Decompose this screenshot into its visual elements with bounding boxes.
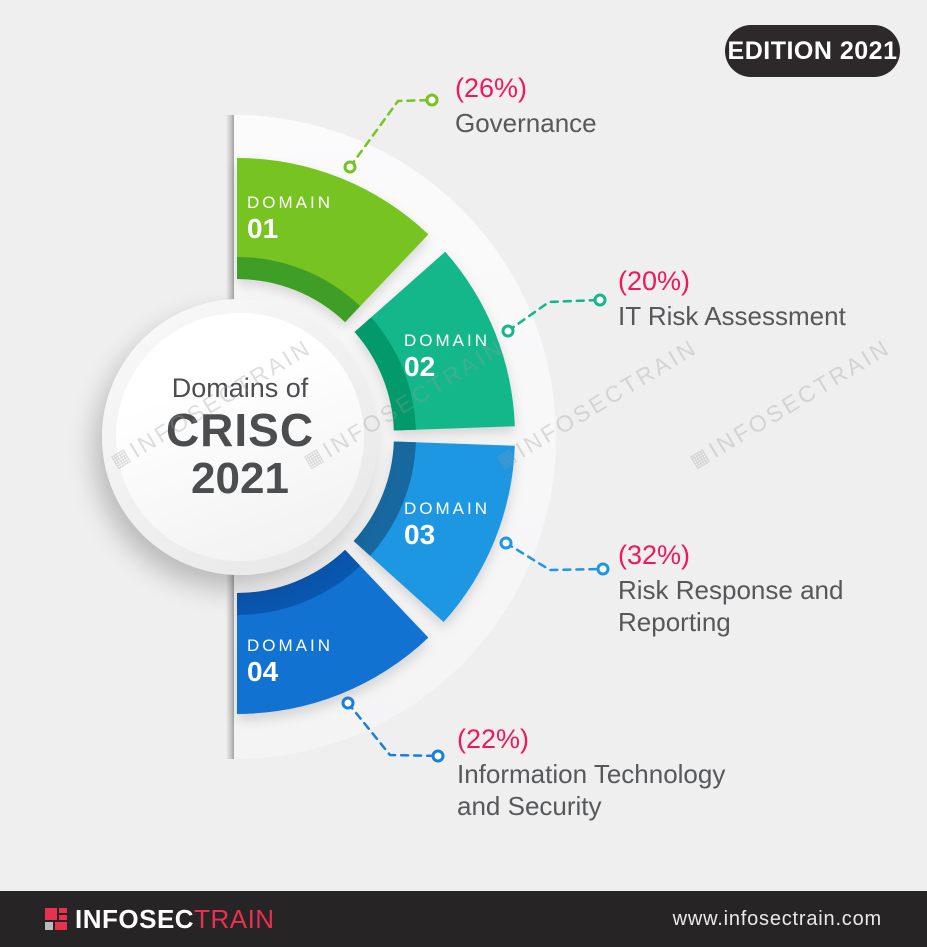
- domain-04-label: DOMAIN 04: [247, 636, 333, 687]
- callout-risk-response-reporting: (32%) Risk Response and Reporting: [618, 540, 843, 638]
- domain-number: 01: [247, 213, 279, 244]
- segment-03-inner-band: [353, 441, 416, 556]
- domain-number: 02: [404, 351, 436, 382]
- leader-dot-02: [501, 324, 515, 338]
- center-title-line2: CRISC: [165, 404, 315, 456]
- percent-label: (22%): [457, 724, 530, 754]
- infosectrain-logo: INFOSECTRAIN: [45, 904, 275, 935]
- percent-label: (32%): [618, 540, 691, 570]
- center-circle: Domains of CRISC 2021: [102, 299, 378, 575]
- leader-dot-02: [593, 293, 607, 307]
- leader-line-02: [506, 298, 602, 333]
- center-title-line1: Domains of: [171, 373, 309, 403]
- callout-governance: (26%) Governance: [455, 73, 597, 139]
- domain-02-label: DOMAIN 02: [404, 331, 490, 382]
- leader-dot-03: [596, 562, 610, 576]
- domain-word: DOMAIN: [247, 636, 333, 655]
- center-circle-inner: Domains of CRISC 2021: [116, 313, 364, 561]
- logo-train: TRAIN: [194, 903, 275, 934]
- callout-information-technology-security: (22%) Information Technology and Securit…: [457, 724, 725, 822]
- domain-word: DOMAIN: [404, 499, 490, 518]
- segment-01-inner-band: [237, 257, 361, 323]
- infosectrain-logo-text: INFOSECTRAIN: [75, 904, 275, 935]
- percent-label: (26%): [455, 73, 528, 103]
- leader-line-03: [504, 541, 605, 572]
- center-title-line3: 2021: [191, 454, 289, 503]
- domain-number: 04: [247, 656, 279, 687]
- leader-line-04: [346, 701, 440, 758]
- segment-02-inner-band: [354, 317, 416, 431]
- infosectrain-grid-icon: [45, 908, 67, 930]
- segment-04-inner-band: [237, 549, 361, 615]
- leader-dot-01: [425, 93, 439, 107]
- domain-01-label: DOMAIN 01: [247, 193, 333, 244]
- leader-dot-04: [341, 696, 355, 710]
- callout-it-risk-assessment: (20%) IT Risk Assessment: [618, 266, 846, 332]
- domain-name: IT Risk Assessment: [618, 301, 846, 331]
- domain-name: Information Technology and Security: [457, 759, 726, 821]
- footer-bar: INFOSECTRAIN www.infosectrain.com: [0, 891, 927, 947]
- leader-dot-03: [499, 536, 513, 550]
- domain-name: Governance: [455, 108, 597, 138]
- domain-number: 03: [404, 519, 436, 550]
- domain-name: Risk Response and Reporting: [618, 575, 844, 637]
- domain-word: DOMAIN: [404, 331, 490, 350]
- leader-dot-04: [431, 749, 445, 763]
- domain-03-label: DOMAIN 03: [404, 499, 490, 550]
- website-url: www.infosectrain.com: [672, 907, 882, 930]
- domain-word: DOMAIN: [247, 193, 333, 212]
- leader-line-01: [348, 98, 434, 169]
- logo-infosec: INFOSEC: [75, 903, 195, 934]
- percent-label: (20%): [618, 266, 691, 296]
- edition-badge: EDITION 2021: [725, 25, 900, 77]
- leader-dot-01: [343, 160, 357, 174]
